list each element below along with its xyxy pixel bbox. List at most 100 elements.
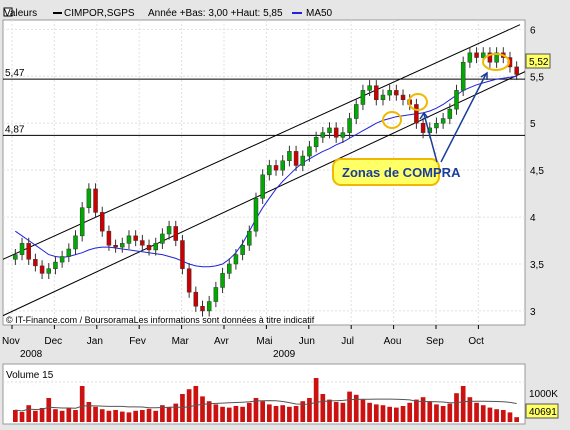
candle (400, 89, 406, 106)
annotation-arrow-2 (440, 73, 487, 163)
year-label-2008: 2008 (20, 349, 43, 360)
candle-body (367, 85, 372, 91)
candle-body (480, 52, 486, 58)
buy-zone-circle-1 (382, 111, 402, 129)
volume-title: Volume 15 (6, 370, 54, 381)
y-tick-3,5: 3,5 (530, 260, 544, 271)
candle (307, 141, 312, 162)
candle-body (166, 226, 172, 235)
last-volume-label: 40691 (529, 407, 557, 418)
y-tick-5,5: 5,5 (530, 72, 544, 83)
candle (133, 230, 138, 247)
candle-body (467, 52, 473, 63)
candle (220, 267, 225, 294)
x-tick-Fev: Fev (129, 336, 146, 347)
x-tick-Dec: Dec (44, 336, 62, 347)
candle (494, 47, 499, 68)
candle (414, 98, 419, 129)
ma50-line (15, 75, 517, 268)
candle-body (200, 305, 205, 312)
x-tick-Mar: Mar (172, 336, 190, 347)
candle (66, 243, 72, 263)
candle-body (233, 254, 239, 265)
candle (460, 56, 466, 97)
candle (180, 234, 185, 275)
annotation-arrow-1 (423, 113, 438, 163)
buy-zone-annotation: Zonas de COMPRA (332, 53, 510, 186)
candle-body (113, 244, 118, 248)
candle-body (260, 174, 265, 199)
last-price-label: 5,52 (529, 57, 549, 68)
candle (86, 183, 92, 214)
candle-body (267, 165, 272, 176)
header-ma-label: MA50 (306, 8, 333, 19)
candle (360, 84, 366, 111)
candle-body (293, 151, 299, 166)
candle (260, 169, 265, 204)
candle (99, 206, 105, 237)
price-y-axis: 3 3,5 4 4,5 5 5,5 6 (530, 25, 544, 318)
header-swatch (3, 7, 13, 17)
volume-bars (12, 378, 520, 422)
candle-body (160, 233, 165, 244)
candle (33, 253, 38, 272)
candle-body (39, 265, 45, 274)
candle (39, 260, 45, 280)
header-range: Année +Bas: 3,00 +Haut: 5,85 (148, 8, 283, 19)
candle-body (213, 287, 219, 302)
candle (19, 237, 25, 261)
candle-body (226, 263, 232, 274)
annotation-box (332, 158, 440, 186)
candle (120, 237, 125, 253)
candle (347, 112, 352, 139)
candle-body (474, 52, 479, 58)
header-valeurs: Valeurs (4, 8, 37, 19)
candle (126, 230, 132, 249)
x-tick-Sep: Sep (426, 336, 444, 347)
candle (206, 295, 212, 317)
candle (374, 80, 379, 106)
candle (394, 84, 399, 101)
candle-body (59, 256, 65, 263)
candle (447, 103, 453, 125)
annotation-arrowhead-1 (419, 111, 429, 120)
candle (367, 80, 372, 97)
candle-body (240, 244, 245, 255)
candle (440, 112, 446, 129)
candle (213, 281, 219, 308)
candle-body (146, 244, 152, 251)
candle (333, 122, 339, 143)
y-tick-3: 3 (530, 307, 536, 318)
candle (153, 237, 158, 256)
candle (467, 47, 473, 68)
candle (293, 145, 299, 172)
candle-body (186, 268, 192, 293)
candle-body (273, 165, 279, 171)
candle-body (180, 240, 185, 269)
candle-body (514, 66, 519, 75)
y-tick-5: 5 (530, 119, 536, 130)
candle (146, 239, 152, 256)
candle-body (353, 104, 359, 119)
candle (313, 131, 319, 153)
candle-body (440, 118, 446, 124)
candle (420, 117, 426, 139)
x-tick-Aou: Aou (384, 336, 402, 347)
candle-body (19, 243, 25, 255)
candle-body (66, 248, 72, 257)
buy-zone-circle-3 (482, 53, 510, 71)
candle (327, 122, 332, 139)
candle (200, 300, 205, 317)
y-tick-6: 6 (530, 25, 536, 36)
candle-body (153, 243, 158, 251)
x-tick-Avr: Avr (214, 336, 229, 347)
candle-body (53, 261, 58, 269)
candle-body (126, 235, 132, 244)
x-tick-Jan: Jan (87, 336, 103, 347)
candle-body (140, 240, 145, 246)
candle-body (387, 90, 392, 96)
buy-zone-circle-2 (408, 93, 428, 111)
candle-body (173, 226, 179, 241)
candle (247, 225, 252, 251)
y-tick-4: 4 (530, 213, 536, 224)
